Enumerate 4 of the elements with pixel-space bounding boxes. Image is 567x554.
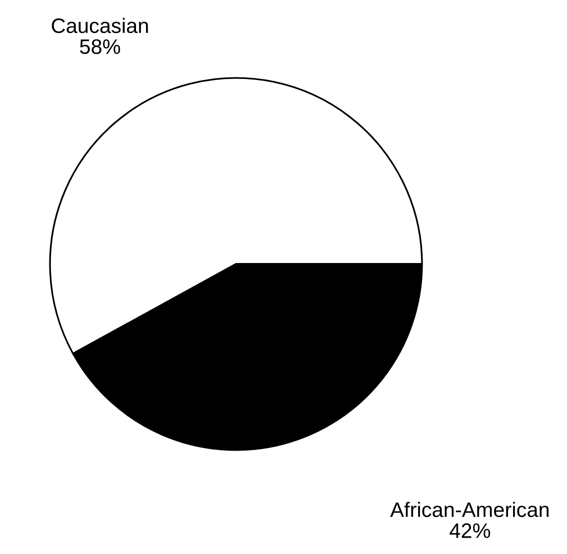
slice-label: Caucasian — [52, 18, 148, 34]
slice-label: African-American — [390, 502, 549, 518]
data-label: 58% — [80, 39, 120, 54]
data-label: 42% — [450, 523, 490, 538]
